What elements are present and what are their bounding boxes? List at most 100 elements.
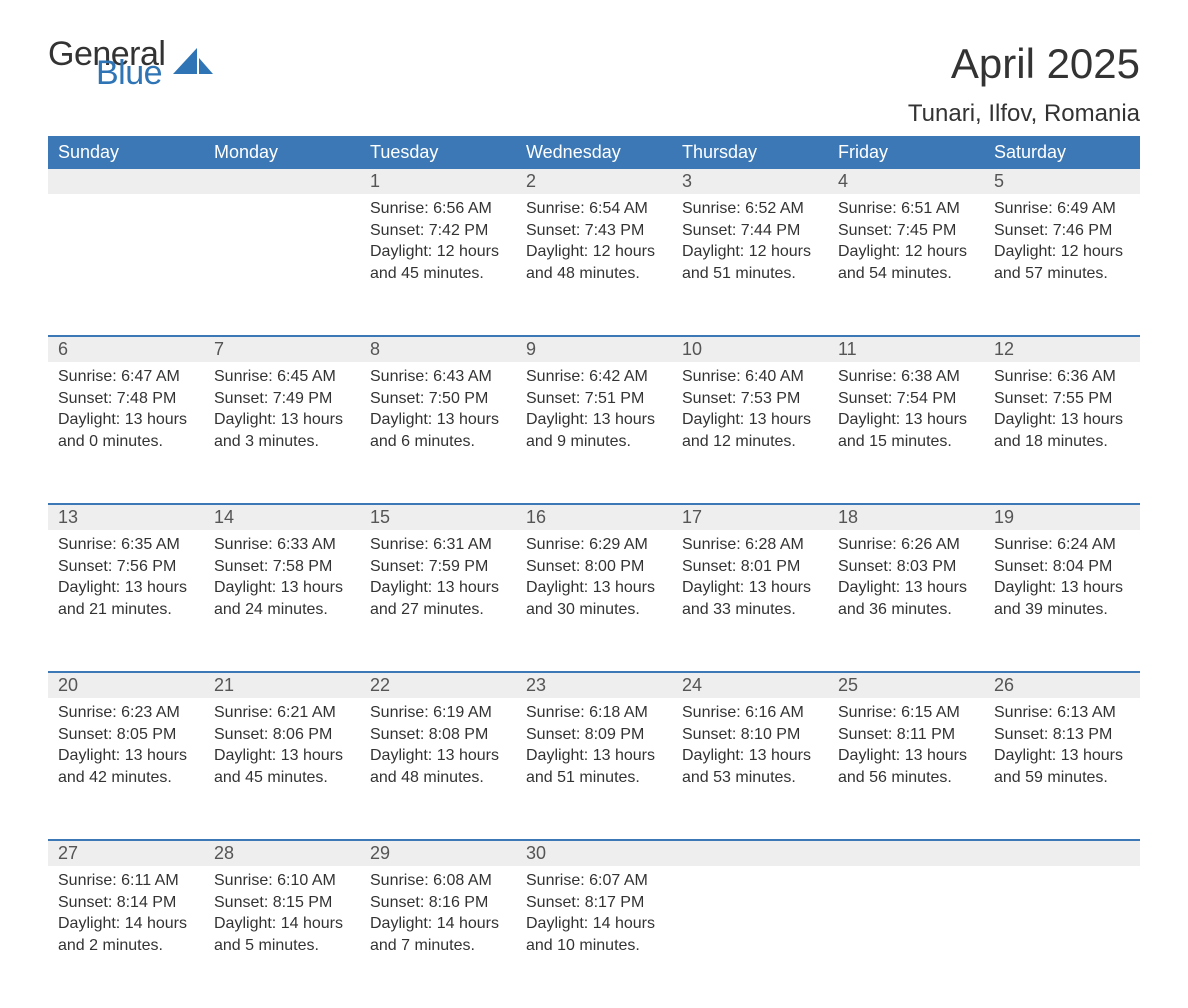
month-title: April 2025 (908, 40, 1140, 88)
sunset-line: Sunset: 8:00 PM (526, 556, 662, 578)
sunrise-line: Sunrise: 6:15 AM (838, 702, 974, 724)
day-number: 12 (984, 336, 1140, 362)
title-block: April 2025 Tunari, Ilfov, Romania (908, 40, 1140, 128)
sunrise-line: Sunrise: 6:08 AM (370, 870, 506, 892)
sunset-line: Sunset: 7:54 PM (838, 388, 974, 410)
sunset-line: Sunset: 8:09 PM (526, 724, 662, 746)
day-cell: Sunrise: 6:07 AMSunset: 8:17 PMDaylight:… (516, 866, 672, 1008)
day-cell: Sunrise: 6:24 AMSunset: 8:04 PMDaylight:… (984, 530, 1140, 672)
weekday-header: Sunday (48, 136, 204, 169)
daylight-line: Daylight: 12 hours and 48 minutes. (526, 241, 662, 284)
day-number: 24 (672, 672, 828, 698)
day-cell: Sunrise: 6:13 AMSunset: 8:13 PMDaylight:… (984, 698, 1140, 840)
day-cell: Sunrise: 6:33 AMSunset: 7:58 PMDaylight:… (204, 530, 360, 672)
sunrise-line: Sunrise: 6:43 AM (370, 366, 506, 388)
day-cell: Sunrise: 6:21 AMSunset: 8:06 PMDaylight:… (204, 698, 360, 840)
sunset-line: Sunset: 7:50 PM (370, 388, 506, 410)
sunset-line: Sunset: 7:56 PM (58, 556, 194, 578)
location: Tunari, Ilfov, Romania (908, 100, 1140, 128)
sunrise-line: Sunrise: 6:33 AM (214, 534, 350, 556)
sunset-line: Sunset: 8:06 PM (214, 724, 350, 746)
sunset-line: Sunset: 7:45 PM (838, 220, 974, 242)
day-number: 20 (48, 672, 204, 698)
daylight-line: Daylight: 13 hours and 15 minutes. (838, 409, 974, 452)
day-cell: Sunrise: 6:08 AMSunset: 8:16 PMDaylight:… (360, 866, 516, 1008)
content-row: Sunrise: 6:23 AMSunset: 8:05 PMDaylight:… (48, 698, 1140, 840)
sunset-line: Sunset: 7:44 PM (682, 220, 818, 242)
daylight-line: Daylight: 13 hours and 27 minutes. (370, 577, 506, 620)
sunrise-line: Sunrise: 6:52 AM (682, 198, 818, 220)
day-cell: Sunrise: 6:38 AMSunset: 7:54 PMDaylight:… (828, 362, 984, 504)
day-cell: Sunrise: 6:18 AMSunset: 8:09 PMDaylight:… (516, 698, 672, 840)
daylight-line: Daylight: 13 hours and 30 minutes. (526, 577, 662, 620)
day-cell (204, 194, 360, 336)
daylight-line: Daylight: 13 hours and 6 minutes. (370, 409, 506, 452)
day-number: 14 (204, 504, 360, 530)
daylight-line: Daylight: 12 hours and 45 minutes. (370, 241, 506, 284)
daylight-line: Daylight: 12 hours and 57 minutes. (994, 241, 1130, 284)
day-cell: Sunrise: 6:42 AMSunset: 7:51 PMDaylight:… (516, 362, 672, 504)
day-number: 23 (516, 672, 672, 698)
day-number: 13 (48, 504, 204, 530)
weekday-header: Tuesday (360, 136, 516, 169)
daylight-line: Daylight: 13 hours and 42 minutes. (58, 745, 194, 788)
sunset-line: Sunset: 7:48 PM (58, 388, 194, 410)
daylight-line: Daylight: 13 hours and 18 minutes. (994, 409, 1130, 452)
day-cell: Sunrise: 6:16 AMSunset: 8:10 PMDaylight:… (672, 698, 828, 840)
sunrise-line: Sunrise: 6:36 AM (994, 366, 1130, 388)
sunset-line: Sunset: 8:10 PM (682, 724, 818, 746)
sunset-line: Sunset: 8:04 PM (994, 556, 1130, 578)
day-cell: Sunrise: 6:35 AMSunset: 7:56 PMDaylight:… (48, 530, 204, 672)
day-number (672, 840, 828, 866)
day-cell: Sunrise: 6:11 AMSunset: 8:14 PMDaylight:… (48, 866, 204, 1008)
day-cell: Sunrise: 6:54 AMSunset: 7:43 PMDaylight:… (516, 194, 672, 336)
sunset-line: Sunset: 7:49 PM (214, 388, 350, 410)
sunrise-line: Sunrise: 6:11 AM (58, 870, 194, 892)
day-number (828, 840, 984, 866)
daylight-line: Daylight: 13 hours and 24 minutes. (214, 577, 350, 620)
sunrise-line: Sunrise: 6:28 AM (682, 534, 818, 556)
weekday-header: Wednesday (516, 136, 672, 169)
day-cell (828, 866, 984, 1008)
daylight-line: Daylight: 13 hours and 39 minutes. (994, 577, 1130, 620)
sunset-line: Sunset: 8:11 PM (838, 724, 974, 746)
day-cell: Sunrise: 6:10 AMSunset: 8:15 PMDaylight:… (204, 866, 360, 1008)
sunset-line: Sunset: 7:43 PM (526, 220, 662, 242)
day-cell: Sunrise: 6:49 AMSunset: 7:46 PMDaylight:… (984, 194, 1140, 336)
sunrise-line: Sunrise: 6:10 AM (214, 870, 350, 892)
day-cell: Sunrise: 6:45 AMSunset: 7:49 PMDaylight:… (204, 362, 360, 504)
sunrise-line: Sunrise: 6:45 AM (214, 366, 350, 388)
daylight-line: Daylight: 13 hours and 3 minutes. (214, 409, 350, 452)
daynum-row: 12345 (48, 169, 1140, 194)
sunset-line: Sunset: 8:16 PM (370, 892, 506, 914)
day-cell: Sunrise: 6:47 AMSunset: 7:48 PMDaylight:… (48, 362, 204, 504)
daylight-line: Daylight: 12 hours and 54 minutes. (838, 241, 974, 284)
daylight-line: Daylight: 13 hours and 36 minutes. (838, 577, 974, 620)
sunset-line: Sunset: 7:55 PM (994, 388, 1130, 410)
day-cell: Sunrise: 6:31 AMSunset: 7:59 PMDaylight:… (360, 530, 516, 672)
daylight-line: Daylight: 13 hours and 33 minutes. (682, 577, 818, 620)
daylight-line: Daylight: 13 hours and 45 minutes. (214, 745, 350, 788)
daylight-line: Daylight: 13 hours and 53 minutes. (682, 745, 818, 788)
sunrise-line: Sunrise: 6:51 AM (838, 198, 974, 220)
sunrise-line: Sunrise: 6:49 AM (994, 198, 1130, 220)
sunset-line: Sunset: 8:13 PM (994, 724, 1130, 746)
sunrise-line: Sunrise: 6:18 AM (526, 702, 662, 724)
day-number (204, 169, 360, 194)
day-number: 1 (360, 169, 516, 194)
day-number: 17 (672, 504, 828, 530)
daylight-line: Daylight: 13 hours and 48 minutes. (370, 745, 506, 788)
sunset-line: Sunset: 8:15 PM (214, 892, 350, 914)
sunrise-line: Sunrise: 6:21 AM (214, 702, 350, 724)
day-cell: Sunrise: 6:28 AMSunset: 8:01 PMDaylight:… (672, 530, 828, 672)
sunset-line: Sunset: 7:53 PM (682, 388, 818, 410)
day-number: 15 (360, 504, 516, 530)
day-number: 21 (204, 672, 360, 698)
sunrise-line: Sunrise: 6:07 AM (526, 870, 662, 892)
sunrise-line: Sunrise: 6:40 AM (682, 366, 818, 388)
sunrise-line: Sunrise: 6:56 AM (370, 198, 506, 220)
sunrise-line: Sunrise: 6:13 AM (994, 702, 1130, 724)
daynum-row: 6789101112 (48, 336, 1140, 362)
day-cell: Sunrise: 6:26 AMSunset: 8:03 PMDaylight:… (828, 530, 984, 672)
day-number: 7 (204, 336, 360, 362)
